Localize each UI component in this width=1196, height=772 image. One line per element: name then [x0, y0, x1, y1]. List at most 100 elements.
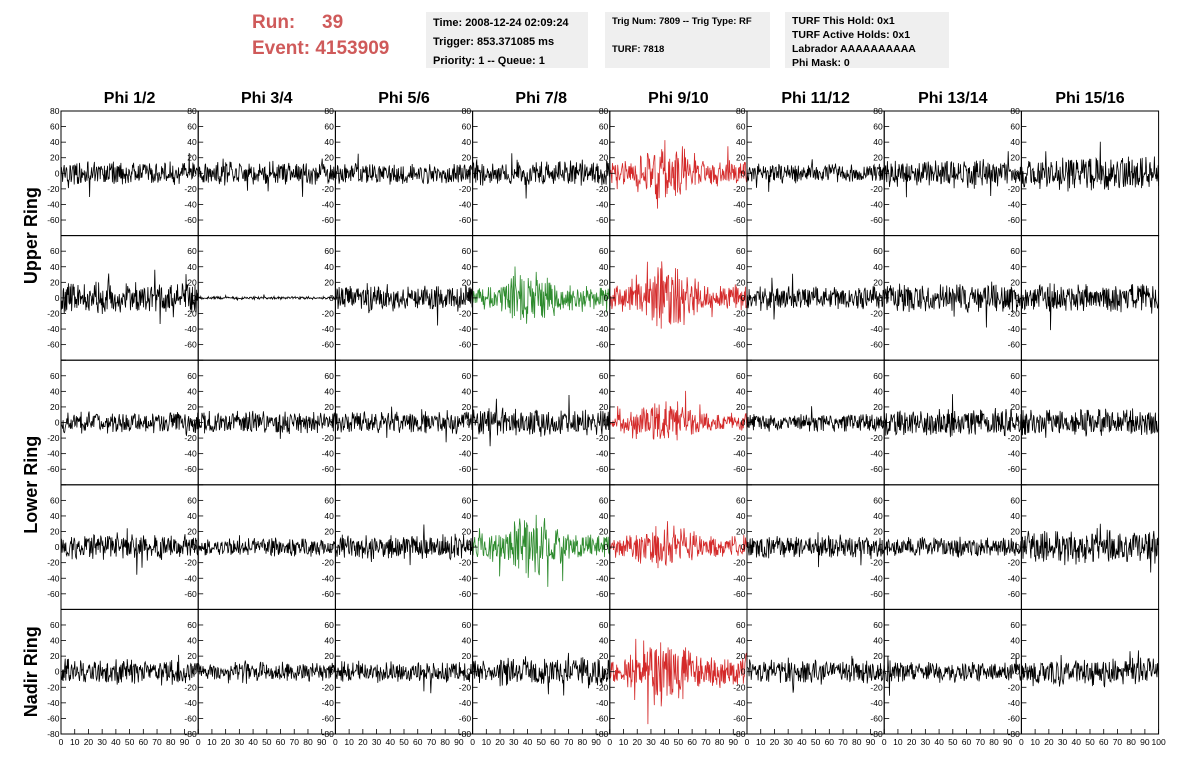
waveform-trace	[472, 652, 611, 696]
y-tick-label: 60	[599, 495, 609, 505]
y-tick-label: 80	[736, 106, 746, 116]
x-tick-label: 80	[303, 737, 313, 747]
y-tick-label: 40	[599, 137, 609, 147]
y-tick-label: 20	[462, 402, 472, 412]
y-tick-label: -40	[1008, 573, 1021, 583]
y-tick-label: -40	[1008, 698, 1021, 708]
y-tick-label: 40	[50, 636, 60, 646]
y-tick-label: 20	[736, 527, 746, 537]
y-tick-label: 0	[192, 168, 197, 178]
y-tick-label: 0	[878, 667, 883, 677]
y-tick-label: 60	[599, 246, 609, 256]
y-tick-label: 40	[462, 137, 472, 147]
y-tick-label: 20	[324, 651, 334, 661]
y-tick-label: -60	[47, 215, 60, 225]
x-tick-label: 20	[84, 737, 94, 747]
x-tick-label: 10	[344, 737, 354, 747]
y-tick-label: 20	[50, 277, 60, 287]
y-tick-label: 20	[599, 527, 609, 537]
x-tick-label: 40	[660, 737, 670, 747]
y-tick-label: -20	[47, 433, 60, 443]
y-tick-label: -20	[1008, 433, 1021, 443]
x-tick-label: 70	[701, 737, 711, 747]
y-tick-label: 80	[1010, 106, 1020, 116]
x-tick-label: 40	[111, 737, 121, 747]
y-tick-label: 0	[878, 418, 883, 428]
y-tick-label: 80	[462, 106, 472, 116]
y-tick-label: -20	[459, 433, 472, 443]
y-tick-label: 40	[599, 262, 609, 272]
y-tick-label: -80	[47, 729, 60, 739]
y-tick-label: 0	[192, 293, 197, 303]
y-tick-label: -40	[184, 199, 197, 209]
turf-holds-panel: TURF This Hold: 0x1 TURF Active Holds: 0…	[785, 12, 949, 69]
y-tick-label: 0	[466, 542, 471, 552]
time-text: Time: 2008-12-24 02:09:24	[433, 17, 569, 29]
y-tick-label: -60	[459, 464, 472, 474]
y-tick-label: 40	[187, 137, 197, 147]
y-tick-label: 60	[187, 122, 197, 132]
y-tick-label: -20	[870, 682, 883, 692]
run-event-box: Run: 39 Event: 4153909	[252, 10, 389, 62]
x-tick-label: 80	[715, 737, 725, 747]
y-tick-label: 0	[55, 542, 60, 552]
x-tick-label: 80	[440, 737, 450, 747]
x-tick-label: 10	[619, 737, 629, 747]
y-tick-label: 60	[324, 371, 334, 381]
x-tick-label: 80	[166, 737, 176, 747]
y-tick-label: 40	[462, 386, 472, 396]
y-tick-label: 40	[599, 511, 609, 521]
y-tick-label: -40	[459, 698, 472, 708]
y-tick-label: 60	[462, 122, 472, 132]
y-tick-label: -40	[596, 449, 609, 459]
column-header: Phi 11/12	[781, 90, 850, 107]
y-tick-label: 20	[599, 402, 609, 412]
column-header: Phi 13/14	[918, 90, 987, 107]
waveform-trace	[197, 650, 336, 684]
y-tick-label: -60	[322, 464, 335, 474]
x-tick-label: 60	[276, 737, 286, 747]
y-tick-label: -60	[870, 215, 883, 225]
y-tick-label: 0	[55, 168, 60, 178]
x-tick-label: 90	[180, 737, 190, 747]
waveform-trace	[197, 158, 336, 197]
y-tick-label: 40	[1010, 137, 1020, 147]
y-tick-label: 60	[1010, 620, 1020, 630]
x-tick-label: 30	[97, 737, 107, 747]
y-tick-label: 60	[736, 246, 746, 256]
x-tick-label: 0	[882, 737, 887, 747]
y-tick-label: 0	[55, 418, 60, 428]
waveform-trace	[1021, 408, 1159, 438]
y-tick-label: -20	[733, 308, 746, 318]
x-tick-label: 40	[248, 737, 258, 747]
waveform-trace	[1021, 523, 1159, 573]
y-tick-label: 40	[187, 262, 197, 272]
y-tick-label: -20	[870, 184, 883, 194]
trig-num-text: Trig Num: 7809 -- Trig Type: RF	[612, 16, 752, 27]
y-tick-label: -60	[870, 340, 883, 350]
y-tick-label: 40	[462, 636, 472, 646]
y-tick-label: 0	[741, 542, 746, 552]
waveform-trace	[472, 394, 611, 447]
waveform-trace	[609, 140, 748, 209]
y-tick-label: -40	[870, 324, 883, 334]
x-tick-label: 50	[948, 737, 958, 747]
y-tick-label: -60	[47, 464, 60, 474]
waveform-trace	[472, 153, 611, 199]
x-tick-label: 60	[962, 737, 972, 747]
y-tick-label: -20	[47, 682, 60, 692]
y-tick-label: 20	[599, 153, 609, 163]
y-tick-label: 40	[324, 262, 334, 272]
y-tick-label: 40	[462, 262, 472, 272]
column-header: Phi 1/2	[104, 90, 156, 107]
y-tick-label: -20	[596, 558, 609, 568]
trig-num-panel: Trig Num: 7809 -- Trig Type: RF TURF: 78…	[605, 12, 770, 68]
y-tick-label: 0	[878, 293, 883, 303]
y-tick-label: 0	[604, 418, 609, 428]
x-tick-label: 20	[770, 737, 780, 747]
y-tick-label: 60	[324, 620, 334, 630]
y-tick-label: 60	[873, 246, 883, 256]
x-tick-label: 80	[1126, 737, 1136, 747]
y-tick-label: 40	[873, 262, 883, 272]
x-tick-label: 20	[221, 737, 231, 747]
